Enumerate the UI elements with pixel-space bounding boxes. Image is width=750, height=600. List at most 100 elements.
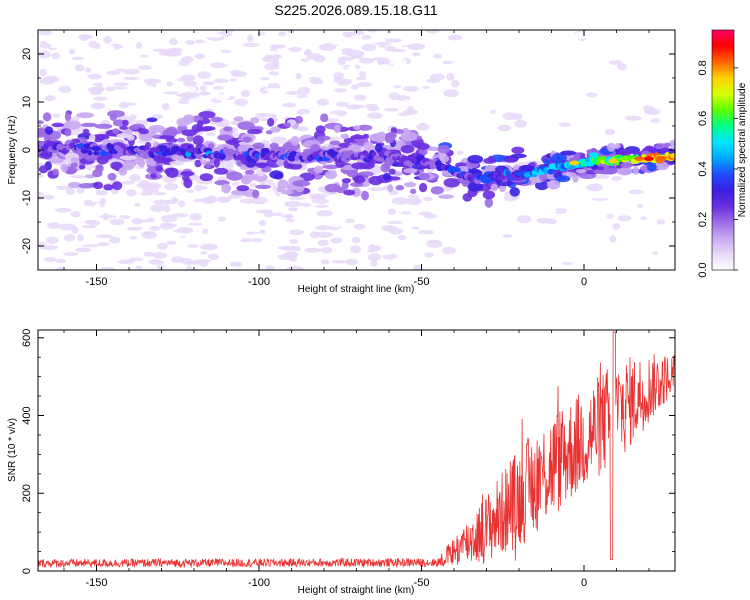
spectrogram-noise-blob — [426, 57, 436, 63]
spectrogram-peak-blob — [569, 160, 580, 166]
spectrogram-noise-blob — [591, 197, 609, 201]
spectrogram-signal-blob — [116, 133, 130, 139]
spectrogram-noise-blob — [373, 235, 387, 241]
spectrogram-noise-blob — [660, 169, 673, 175]
spectrogram-noise-blob — [291, 246, 302, 252]
spectrogram-noise-blob — [254, 112, 267, 118]
spectrogram-signal-blob — [38, 127, 46, 136]
spectrogram-signal-blob — [575, 168, 587, 174]
spectrogram-noise-blob — [407, 194, 420, 199]
spectrogram-noise-blob — [193, 259, 212, 263]
spectrogram-noise-blob — [198, 91, 211, 96]
spectrogram-noise-blob — [650, 53, 660, 58]
spectrogram-signal-blob — [467, 182, 484, 192]
spectrogram-noise-blob — [252, 232, 262, 238]
spectrogram-signal-blob — [484, 164, 497, 172]
spectrogram-noise-blob — [407, 76, 422, 80]
spectrogram-signal-blob — [103, 184, 114, 191]
spectrogram-noise-blob — [430, 86, 443, 90]
spectrogram-noise-blob — [334, 230, 342, 237]
spectrogram-noise-blob — [177, 226, 194, 234]
spectrogram-peak-blob — [150, 147, 160, 153]
spectrogram-noise-blob — [202, 196, 216, 205]
colorbar-tick-label: 0.4 — [697, 161, 709, 176]
spectrogram-noise-blob — [178, 236, 196, 244]
spectrogram-signal-blob — [333, 124, 341, 134]
spectrogram-noise-blob — [54, 207, 72, 213]
spectrogram-noise-blob — [331, 259, 347, 264]
spectrogram-signal-blob — [122, 119, 129, 127]
spectrogram-signal-blob — [560, 150, 577, 156]
spectrogram-noise-blob — [350, 84, 360, 90]
spectrogram-noise-blob — [337, 81, 350, 86]
spectrogram-signal-blob — [294, 115, 304, 124]
spectrogram-noise-blob — [608, 60, 623, 65]
spectrogram-peak-blob — [657, 155, 667, 161]
spectrogram-noise-blob — [450, 79, 460, 88]
spectrogram-signal-blob — [404, 181, 417, 188]
spectrogram-noise-blob — [412, 52, 421, 57]
spectrogram-noise-blob — [229, 261, 240, 267]
x-tick-label: -100 — [248, 577, 270, 589]
spectrogram-noise-blob — [556, 80, 569, 85]
spectrogram-signal-blob — [128, 125, 140, 131]
spectrogram-noise-blob — [202, 81, 216, 86]
spectrogram-noise-blob — [367, 106, 380, 112]
spectrogram-noise-blob — [285, 218, 296, 223]
spectrogram-signal-blob — [322, 164, 340, 170]
spectrogram-noise-blob — [604, 128, 616, 136]
spectrogram-noise-blob — [98, 266, 116, 270]
spectrogram-noise-blob — [160, 214, 178, 223]
spectrogram-noise-blob — [558, 122, 572, 127]
spectrogram-noise-blob — [609, 235, 617, 243]
spectrogram-peak-blob — [588, 152, 599, 158]
spectrogram-noise-blob — [200, 243, 218, 251]
spectrogram-noise-blob — [97, 242, 110, 247]
colorbar-tick-label: 0.0 — [697, 262, 709, 277]
spectrogram-noise-blob — [611, 176, 623, 181]
spectrogram-signal-blob — [509, 187, 520, 197]
spectrogram-noise-blob — [325, 219, 343, 228]
spectrogram-signal-blob — [183, 114, 195, 124]
spectrogram-signal-blob — [93, 181, 104, 190]
spectrogram-image — [38, 30, 675, 270]
spectrogram-noise-blob — [421, 85, 430, 89]
spectrogram-noise-blob — [70, 174, 86, 179]
spectrogram-noise-blob — [551, 60, 559, 68]
spectrogram-noise-blob — [45, 236, 59, 245]
spectrogram-signal-blob — [237, 121, 255, 131]
spectrogram-signal-blob — [70, 162, 78, 168]
spectrogram-signal-blob — [107, 172, 117, 181]
spectrogram-signal-blob — [198, 110, 216, 119]
y-tick-label: 10 — [21, 96, 33, 108]
spectrogram-x-label: Height of straight line (km) — [298, 284, 415, 295]
spectrogram-noise-blob — [134, 202, 141, 207]
spectrogram-noise-blob — [45, 88, 54, 96]
colorbar-tick-label: 0.8 — [697, 60, 709, 75]
spectrogram-noise-blob — [85, 67, 92, 73]
spectrogram-noise-blob — [42, 194, 55, 200]
spectrogram-signal-blob — [118, 167, 128, 176]
spectrogram-signal-blob — [387, 184, 394, 193]
spectrogram-noise-blob — [586, 92, 598, 98]
spectrogram-noise-blob — [221, 30, 235, 33]
spectrogram-signal-blob — [388, 168, 396, 175]
spectrogram-signal-blob — [112, 128, 120, 134]
spectrogram-noise-blob — [346, 49, 365, 58]
spectrogram-noise-blob — [263, 62, 280, 71]
y-tick-label: 400 — [21, 406, 33, 424]
spectrogram-signal-blob — [341, 177, 352, 184]
spectrogram-signal-blob — [556, 175, 571, 183]
spectrogram-signal-blob — [324, 183, 341, 193]
spectrogram-signal-blob — [374, 143, 383, 153]
spectrogram-noise-blob — [418, 211, 432, 216]
spectrogram-noise-blob — [78, 197, 87, 202]
spectrogram-signal-blob — [238, 141, 253, 146]
spectrogram-noise-blob — [657, 97, 675, 102]
spectrogram-signal-blob — [386, 131, 397, 140]
spectrogram-noise-blob — [315, 231, 334, 238]
x-tick-label: -100 — [248, 276, 270, 288]
spectrogram-noise-blob — [38, 50, 51, 59]
spectrogram-signal-blob — [418, 172, 431, 181]
spectrogram-noise-blob — [68, 48, 76, 55]
